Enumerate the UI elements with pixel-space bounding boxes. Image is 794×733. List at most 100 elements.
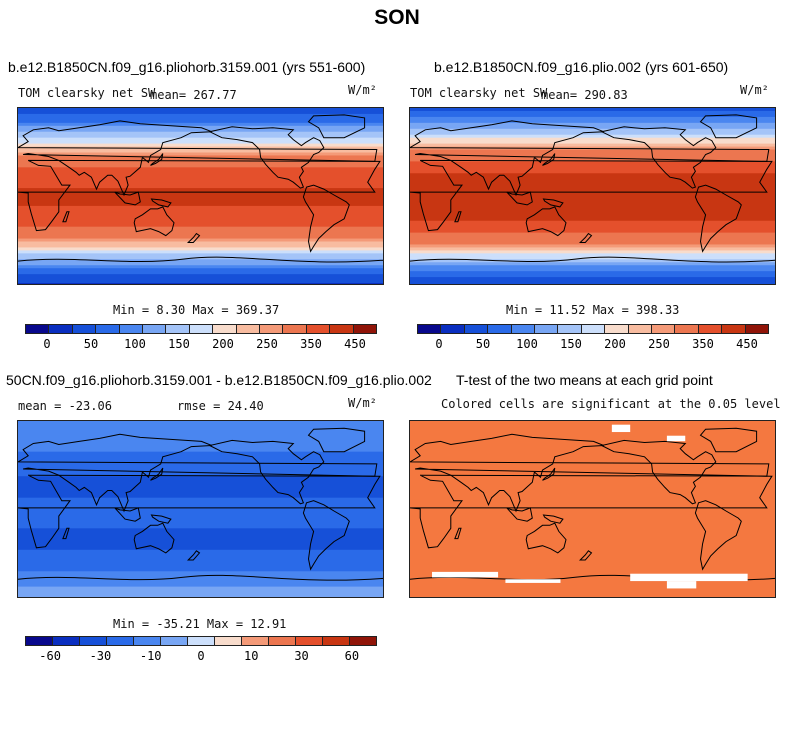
coastline (114, 191, 141, 206)
map-band (18, 433, 383, 437)
map-band (18, 503, 383, 508)
map-band (410, 476, 775, 480)
colorbar-swatch (188, 637, 215, 645)
colorbar-swatch (26, 325, 50, 333)
map-band (410, 494, 775, 499)
panel3-minmax: Min = -35.21 Max = 12.91 (113, 617, 287, 631)
map-band (410, 427, 775, 431)
colorbar-tick-label: 50 (475, 337, 491, 351)
map-band (410, 128, 775, 133)
map-band (18, 208, 383, 213)
map-band (410, 442, 775, 447)
map-band (410, 421, 775, 425)
map-band (18, 274, 383, 278)
map-band (18, 220, 383, 225)
coastline (410, 474, 773, 549)
map-band (18, 235, 383, 240)
map-band (410, 546, 775, 551)
map-band (18, 476, 383, 480)
map-band (18, 113, 383, 118)
panel4-map (409, 420, 776, 598)
map-band (18, 549, 383, 554)
panel3-rmse: rmse = 24.40 (177, 399, 264, 413)
map-band (410, 479, 775, 483)
panel1-minmax: Min = 8.30 Max = 369.37 (113, 303, 280, 317)
map-band (410, 559, 775, 563)
map-band (410, 473, 775, 477)
map-band (18, 241, 383, 246)
colorbar-swatch (269, 637, 296, 645)
coastline (150, 467, 164, 481)
panel1-title: b.e12.B1850CN.f09_g16.pliohorb.3159.001 … (8, 59, 366, 75)
map-band (18, 149, 383, 154)
map-band (18, 546, 383, 551)
map-band (18, 568, 383, 572)
panel4-title: T-test of the two means at each grid poi… (456, 372, 713, 388)
map-band (18, 262, 383, 266)
colorbar-tick-label: 150 (168, 337, 190, 351)
map-band (18, 454, 383, 459)
panel3-title: 50CN.f09_g16.pliohorb.3159.001 - b.e12.B… (6, 372, 432, 388)
map-band (410, 540, 775, 545)
coastline (454, 211, 462, 223)
colorbar-tick-label: 60 (344, 649, 360, 663)
map-band (410, 122, 775, 127)
map-band (18, 247, 383, 251)
colorbar-tick-label: 250 (648, 337, 670, 351)
map-band (18, 516, 383, 520)
map-band (410, 119, 775, 124)
colorbar-tick-label: -60 (39, 649, 61, 663)
map-band (410, 262, 775, 266)
colorbar-swatch (283, 325, 307, 333)
colorbar-swatch (49, 325, 73, 333)
panel2-colorbar (417, 324, 769, 334)
map-band (410, 137, 775, 142)
map-band (18, 122, 383, 127)
map-band (18, 427, 383, 431)
map-band (18, 424, 383, 428)
coastline (506, 191, 533, 206)
map-band (410, 199, 775, 204)
map-band (410, 143, 775, 148)
panel1-units: W/m² (348, 83, 377, 97)
map-band (410, 250, 775, 254)
map-band (18, 194, 383, 198)
map-band (18, 589, 383, 594)
map-band (18, 525, 383, 529)
map-band (18, 280, 383, 284)
map-band (410, 488, 775, 493)
nonsignificant-cell (432, 571, 499, 578)
antarctica-coastline (18, 256, 383, 263)
map-band (410, 188, 775, 192)
map-band (18, 562, 383, 566)
map-band (18, 470, 383, 474)
panel2-minmax: Min = 11.52 Max = 398.33 (506, 303, 680, 317)
map-band (410, 595, 775, 597)
map-band (410, 131, 775, 136)
colorbar-swatch (260, 325, 284, 333)
map-band (18, 442, 383, 447)
colorbar-swatch (652, 325, 676, 333)
map-band (410, 265, 775, 269)
coastline (694, 184, 742, 253)
map-band (18, 577, 383, 582)
map-band (18, 457, 383, 462)
colorbar-swatch (353, 325, 377, 333)
colorbar-swatch (215, 637, 242, 645)
map-band (410, 235, 775, 240)
map-band (410, 565, 775, 569)
panel4-map-svg (410, 421, 775, 597)
panel2-map (409, 107, 776, 285)
colorbar-swatch (161, 637, 188, 645)
map-band (18, 571, 383, 575)
coastline (62, 211, 70, 223)
map-band (410, 283, 775, 284)
coastline (600, 126, 717, 189)
map-band (18, 485, 383, 490)
coastline (18, 159, 381, 232)
map-band (18, 140, 383, 145)
coastline (410, 433, 770, 513)
map-band (18, 488, 383, 493)
map-band (410, 167, 775, 171)
map-band (18, 131, 383, 136)
